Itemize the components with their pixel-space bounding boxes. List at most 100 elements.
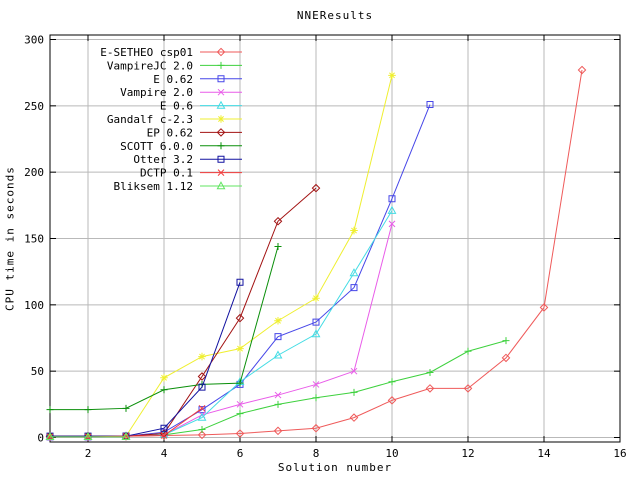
- data-point-marker: [160, 374, 168, 382]
- x-tick-label: 4: [161, 447, 168, 460]
- legend-marker: [217, 155, 225, 163]
- data-point-marker: [463, 384, 473, 393]
- data-point-marker: [311, 423, 321, 433]
- x-tick-label: 2: [85, 447, 92, 460]
- data-point-marker: [577, 65, 587, 75]
- data-point-marker: [198, 404, 206, 412]
- legend-label: SCOTT 6.0.0: [120, 140, 193, 153]
- data-point-marker: [197, 412, 207, 421]
- data-point-marker: [273, 350, 283, 359]
- series-line-ep-0-62: [50, 187, 317, 437]
- data-point-marker: [122, 404, 130, 412]
- data-point-marker: [387, 396, 397, 405]
- data-point-marker: [46, 406, 54, 414]
- data-point-marker: [350, 388, 358, 396]
- data-point-marker: [350, 226, 358, 235]
- legend-label: Bliksem 1.12: [114, 180, 193, 193]
- data-point-marker: [388, 378, 396, 386]
- y-tick-label: 250: [24, 100, 44, 113]
- legend-marker: [217, 61, 225, 69]
- x-tick-label: 16: [613, 447, 626, 460]
- data-point-marker: [349, 268, 359, 277]
- y-axis-label: CPU time in seconds: [3, 166, 17, 311]
- data-point-marker: [501, 353, 511, 363]
- legend-marker: [216, 128, 226, 137]
- data-point-marker: [198, 383, 206, 391]
- data-point-marker: [236, 400, 244, 408]
- data-point-marker: [198, 426, 206, 434]
- data-point-marker: [198, 352, 206, 361]
- data-point-marker: [45, 432, 55, 441]
- data-point-marker: [311, 183, 321, 193]
- data-point-marker: [197, 372, 207, 381]
- legend-label: Otter 3.2: [133, 153, 193, 166]
- legend-marker: [217, 115, 225, 123]
- data-point-marker: [350, 284, 358, 292]
- legend-label: EP 0.62: [147, 126, 193, 139]
- legend-label: E-SETHEO csp01: [100, 46, 193, 59]
- x-axis-label: Solution number: [277, 461, 393, 474]
- data-point-marker: [236, 344, 244, 353]
- data-point-marker: [312, 294, 320, 302]
- data-point-marker: [312, 318, 320, 326]
- legend-marker: [217, 169, 225, 176]
- data-point-marker: [388, 195, 396, 203]
- data-point-marker: [160, 386, 168, 394]
- legend-label: Vampire 2.0: [120, 86, 193, 99]
- data-point-marker: [159, 429, 169, 438]
- data-point-marker: [312, 381, 320, 388]
- legend-label: E 0.62: [153, 73, 193, 86]
- data-point-marker: [197, 430, 207, 440]
- data-point-marker: [83, 432, 93, 441]
- legend-marker: [216, 47, 226, 57]
- series-line-vampire-2-0: [50, 223, 393, 438]
- y-tick-label: 0: [37, 432, 44, 445]
- legend-label: VampireJC 2.0: [107, 59, 193, 72]
- x-tick-label: 14: [537, 447, 551, 460]
- data-point-marker: [160, 424, 168, 432]
- x-tick-label: 8: [313, 447, 320, 460]
- data-point-marker: [426, 101, 434, 109]
- legend-label: Gandalf c-2.3: [107, 113, 193, 126]
- data-point-marker: [236, 278, 244, 286]
- y-tick-label: 300: [24, 34, 44, 47]
- series-line-otter-3-2: [50, 282, 241, 437]
- y-tick-label: 200: [24, 166, 44, 179]
- y-tick-label: 50: [31, 365, 44, 378]
- x-tick-label: 10: [385, 447, 398, 460]
- y-tick-label: 150: [24, 233, 44, 246]
- data-point-marker: [349, 413, 359, 422]
- data-point-marker: [274, 333, 282, 341]
- data-point-marker: [350, 367, 358, 375]
- data-point-marker: [274, 391, 282, 399]
- legend-marker: [216, 181, 226, 190]
- data-point-marker: [235, 313, 245, 323]
- data-point-marker: [539, 303, 549, 312]
- data-point-marker: [84, 406, 92, 414]
- legend-marker: [216, 100, 226, 109]
- x-tick-label: 6: [237, 447, 244, 460]
- data-point-marker: [464, 347, 472, 355]
- data-point-marker: [312, 394, 320, 402]
- legend-label: E 0.6: [160, 100, 193, 113]
- legend-label: DCTP 0.1: [140, 167, 193, 180]
- data-point-marker: [388, 220, 396, 228]
- data-point-marker: [236, 410, 244, 418]
- data-point-marker: [502, 337, 510, 345]
- data-point-marker: [273, 426, 283, 436]
- x-tick-label: 12: [461, 447, 474, 460]
- series-line-e-0-6: [50, 210, 393, 438]
- data-point-marker: [236, 379, 244, 387]
- legend-marker: [217, 88, 225, 96]
- legend-marker: [217, 75, 225, 83]
- y-tick-label: 100: [24, 299, 44, 312]
- data-point-marker: [274, 242, 282, 250]
- legend-marker: [217, 142, 225, 150]
- data-point-marker: [388, 71, 396, 80]
- chart-title: NNEResults: [296, 9, 374, 22]
- data-point-marker: [387, 205, 397, 214]
- data-point-marker: [311, 329, 321, 338]
- data-point-marker: [160, 432, 168, 439]
